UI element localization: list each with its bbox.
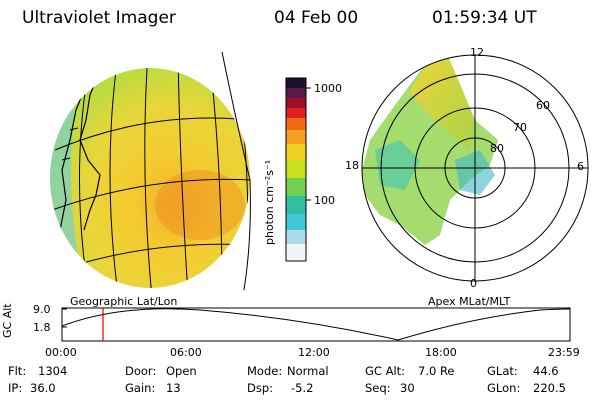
colorbar-tick-100: 100 [314,194,335,207]
dsp-value: -5.2 [291,381,314,395]
ip-label: IP: [8,381,23,395]
altitude-plot-frame [61,307,571,342]
instrument-title: Ultraviolet Imager [22,8,176,28]
seq-label: Seq: [365,381,391,395]
glat-label: GLat: [487,364,518,378]
observation-date: 04 Feb 00 [274,8,359,28]
mlt-label-6: 6 [577,160,584,173]
gcalt-value: 7.0 Re [418,364,455,378]
mlt-label-0: 0 [470,277,477,290]
left-panel-label: Geographic Lat/Lon [70,295,178,308]
time-tick-1200: 12:00 [298,346,330,359]
time-tick-2359: 23:59 [548,346,580,359]
glat-value: 44.6 [533,364,559,378]
door-label: Door: [125,364,157,378]
mlt-label-12: 12 [470,46,484,59]
mode-label: Mode: [247,364,283,378]
lat-label-80: 80 [490,142,504,155]
seq-value: 30 [400,381,415,395]
lat-label-70: 70 [513,121,527,134]
flt-label: Flt: [8,364,27,378]
colorbar-unit-label: photon cm⁻²s⁻¹ [263,159,276,245]
lat-label-60: 60 [536,99,550,112]
glon-label: GLon: [487,381,521,395]
colorbar-tick-1000: 1000 [314,82,342,95]
time-tick-0000: 00:00 [45,346,77,359]
observation-time: 01:59:34 UT [432,8,537,28]
intensity-colorbar [285,77,311,262]
polar-plot [361,54,589,282]
door-value: Open [166,364,197,378]
altitude-axis-label: GC Alt [1,303,14,338]
dsp-label: Dsp: [247,381,274,395]
gcalt-label: GC Alt: [365,364,406,378]
geographic-globe-image [50,51,251,291]
altitude-tick-9: 9.0 [33,303,51,316]
mlt-label-18: 18 [345,159,359,172]
gain-label: Gain: [125,381,156,395]
glon-value: 220.5 [533,381,566,395]
ip-value: 36.0 [30,381,56,395]
mode-value: Normal [287,364,329,378]
time-tick-0600: 06:00 [170,346,202,359]
time-tick-1800: 18:00 [425,346,457,359]
altitude-tick-1-8: 1.8 [33,321,51,334]
flt-value: 1304 [38,364,68,378]
right-panel-label: Apex MLat/MLT [428,295,511,308]
gain-value: 13 [166,381,181,395]
